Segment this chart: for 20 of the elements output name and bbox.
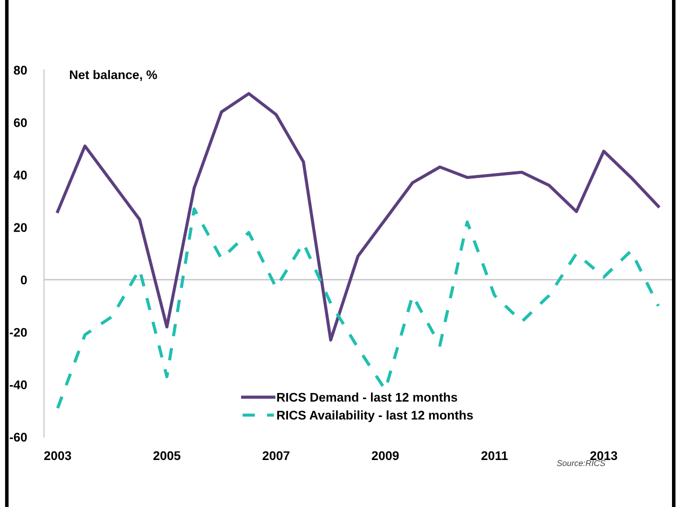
x-tick-label: 2003 <box>44 451 72 460</box>
source-note: Source:RICS <box>556 460 606 466</box>
line-series <box>56 92 660 342</box>
y-tick-label: 20 <box>14 223 27 232</box>
y-tick-label: -60 <box>10 432 27 442</box>
y-axis-title: Net balance, % <box>70 70 158 81</box>
y-tick-label: 80 <box>14 66 27 75</box>
y-tick-label: -40 <box>10 380 27 390</box>
x-tick-label: 2011 <box>481 451 508 460</box>
x-tick-label: 2009 <box>372 451 399 460</box>
y-tick-label: -20 <box>10 328 27 337</box>
y-tick-label: 40 <box>14 170 27 180</box>
y-tick-label: 0 <box>20 276 27 284</box>
x-tick-label: 2013 <box>590 451 618 460</box>
x-tick-label: 2007 <box>262 451 290 460</box>
x-tick-label: 2005 <box>153 451 180 460</box>
line-series <box>56 207 660 410</box>
legend-label: RICS Availability - last 12 months <box>277 410 473 422</box>
y-tick-label: 60 <box>14 118 27 128</box>
legend-label: RICS Demand - last 12 months <box>277 392 458 402</box>
